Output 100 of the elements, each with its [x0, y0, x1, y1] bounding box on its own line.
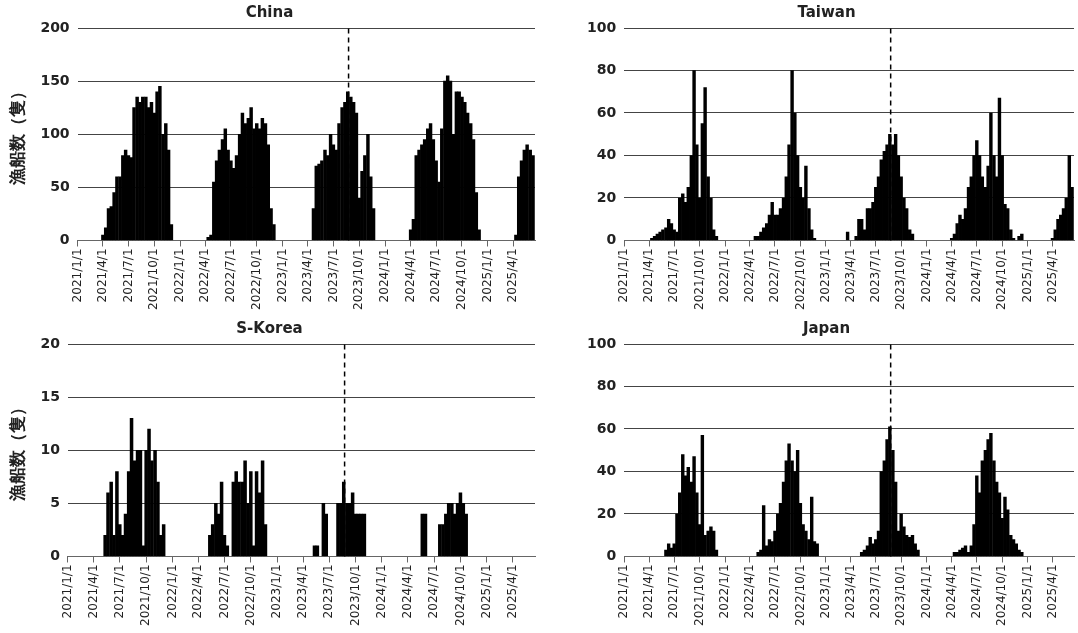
y-tick-label: 50	[50, 177, 70, 194]
y-tick-label: 100	[586, 334, 617, 351]
x-tick-label: 2025/4/1	[504, 564, 519, 619]
x-tick-label: 2024/1/1	[374, 564, 388, 619]
x-tick-label: 2021/1/1	[60, 564, 75, 619]
y-axis-title: 漁船数（隻）	[6, 83, 27, 187]
chart-title: China	[245, 2, 294, 21]
x-tick-label: 2024/10/1	[454, 248, 469, 310]
x-tick-label: 2022/10/1	[792, 564, 807, 626]
x-tick-label: 2024/1/1	[918, 564, 933, 619]
y-tick-label: 0	[59, 231, 70, 248]
x-tick-label: 2021/7/1	[666, 248, 681, 303]
x-tick-label: 2021/4/1	[85, 564, 100, 619]
y-tick-label: 5	[50, 493, 60, 510]
x-tick-label: 2025/4/1	[1044, 564, 1059, 619]
x-tick-label: 2023/10/1	[351, 248, 366, 310]
y-tick-label: 100	[40, 124, 70, 141]
x-tick-label: 2021/7/1	[666, 564, 681, 619]
y-tick-label: 20	[596, 504, 617, 521]
x-tick-label: 2024/7/1	[968, 248, 983, 303]
x-tick-label: 2023/10/1	[893, 564, 908, 626]
y-tick-label: 60	[596, 103, 617, 120]
x-tick-label: 2024/4/1	[943, 248, 958, 303]
y-tick-label: 0	[606, 547, 617, 564]
x-tick-label: 2022/4/1	[190, 564, 205, 619]
x-tick-label: 2022/10/1	[242, 564, 257, 626]
x-tick-label: 2023/4/1	[842, 248, 857, 303]
x-tick-label: 2021/7/1	[120, 248, 135, 303]
x-tick-label: 2025/4/1	[1044, 248, 1059, 303]
y-tick-label: 40	[596, 146, 617, 163]
x-tick-label: 2022/1/1	[172, 248, 187, 303]
chart-title: Japan	[801, 318, 851, 337]
x-tick-label: 2022/10/1	[792, 248, 807, 310]
x-tick-label: 2025/4/1	[505, 248, 520, 303]
x-tick-label: 2023/1/1	[817, 248, 832, 303]
y-tick-label: 100	[586, 18, 617, 35]
x-tick-label: 2021/4/1	[641, 564, 656, 619]
x-tick-label: 2022/7/1	[767, 248, 782, 303]
y-tick-label: 150	[40, 71, 70, 88]
x-tick-label: 2023/1/1	[269, 564, 284, 619]
y-tick-label: 20	[40, 334, 61, 351]
chart-title: S-Korea	[236, 318, 303, 337]
x-tick-label: 2023/4/1	[842, 564, 857, 619]
x-tick-label: 2024/10/1	[994, 248, 1009, 310]
chart-title: Taiwan	[797, 2, 856, 21]
y-tick-label: 80	[596, 377, 617, 394]
x-tick-label: 2022/7/1	[216, 564, 231, 619]
x-tick-label: 2022/10/1	[248, 248, 263, 310]
x-tick-label: 2022/4/1	[741, 564, 756, 619]
x-tick-label: 2023/4/1	[299, 248, 314, 303]
x-tick-label: 2023/7/1	[325, 248, 340, 303]
x-tick-label: 2022/1/1	[717, 564, 732, 619]
x-tick-label: 2022/4/1	[197, 248, 212, 303]
y-tick-label: 15	[40, 387, 60, 404]
x-tick-label: 2025/1/1	[478, 564, 493, 619]
x-tick-label: 2024/10/1	[994, 564, 1009, 626]
x-tick-label: 2023/7/1	[321, 564, 336, 619]
x-tick-label: 2023/1/1	[817, 564, 832, 619]
x-tick-label: 2024/10/1	[452, 564, 467, 626]
y-tick-label: 20	[596, 188, 617, 205]
y-tick-label: 10	[40, 440, 61, 457]
x-tick-label: 2021/4/1	[95, 248, 110, 303]
x-tick-label: 2022/4/1	[741, 248, 756, 303]
x-tick-label: 2023/10/1	[347, 564, 362, 626]
x-tick-label: 2021/10/1	[691, 248, 706, 310]
y-tick-label: 80	[596, 61, 617, 78]
x-tick-label: 2024/7/1	[426, 564, 441, 619]
x-tick-label: 2021/4/1	[641, 248, 656, 303]
x-tick-label: 2024/1/1	[918, 248, 933, 303]
x-tick-label: 2021/10/1	[138, 564, 153, 626]
x-tick-label: 2021/1/1	[616, 248, 631, 303]
y-tick-label: 40	[596, 462, 617, 479]
x-tick-label: 2023/10/1	[893, 248, 908, 310]
y-tick-label: 200	[40, 18, 70, 35]
y-tick-label: 0	[50, 547, 61, 564]
x-tick-label: 2022/1/1	[717, 248, 732, 303]
x-tick-label: 2021/10/1	[691, 564, 706, 626]
x-tick-label: 2021/10/1	[146, 248, 161, 310]
x-tick-label: 2022/7/1	[223, 248, 238, 303]
x-tick-label: 2021/1/1	[616, 564, 631, 619]
x-tick-label: 2024/1/1	[377, 248, 392, 303]
x-tick-label: 2025/1/1	[479, 248, 494, 303]
x-tick-label: 2021/1/1	[69, 248, 84, 303]
x-tick-label: 2023/7/1	[867, 564, 882, 619]
x-tick-label: 2023/7/1	[867, 248, 882, 303]
y-tick-label: 60	[596, 419, 617, 436]
x-tick-label: 2023/1/1	[274, 248, 289, 303]
x-tick-label: 2024/7/1	[968, 564, 983, 619]
x-tick-label: 2024/4/1	[400, 564, 415, 619]
y-tick-label: 0	[606, 231, 617, 248]
x-tick-label: 2022/7/1	[767, 564, 782, 619]
x-tick-label: 2024/4/1	[943, 564, 958, 619]
y-axis-title: 漁船数（隻）	[6, 399, 27, 503]
x-tick-label: 2023/4/1	[295, 564, 310, 619]
x-tick-label: 2025/1/1	[1019, 248, 1034, 303]
x-tick-label: 2024/7/1	[428, 248, 443, 303]
x-tick-label: 2021/7/1	[111, 564, 126, 619]
x-tick-label: 2024/4/1	[402, 248, 417, 303]
x-tick-label: 2022/1/1	[164, 564, 179, 619]
x-tick-label: 2025/1/1	[1019, 564, 1034, 619]
